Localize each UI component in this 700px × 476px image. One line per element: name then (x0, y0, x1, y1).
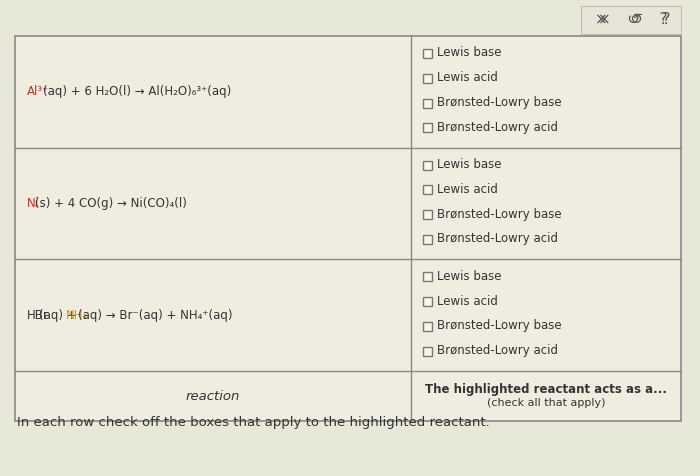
Text: The highlighted reactant acts as a...: The highlighted reactant acts as a... (425, 384, 667, 397)
Text: Lewis base: Lewis base (437, 270, 501, 283)
Text: (check all that apply): (check all that apply) (486, 398, 606, 408)
FancyBboxPatch shape (423, 297, 432, 306)
FancyBboxPatch shape (423, 322, 432, 331)
FancyBboxPatch shape (423, 74, 432, 83)
Text: Brønsted-Lowry acid: Brønsted-Lowry acid (437, 232, 558, 246)
Text: Lewis acid: Lewis acid (437, 295, 498, 307)
FancyBboxPatch shape (582, 6, 681, 34)
FancyBboxPatch shape (423, 49, 432, 58)
FancyBboxPatch shape (423, 210, 432, 219)
Text: ×    ↺    ?: × ↺ ? (595, 12, 667, 28)
Text: Lewis base: Lewis base (437, 158, 501, 171)
FancyBboxPatch shape (423, 347, 432, 356)
Text: In each row check off the boxes that apply to the highlighted reactant.: In each row check off the boxes that app… (17, 416, 489, 429)
Text: Brønsted-Lowry base: Brønsted-Lowry base (437, 319, 561, 332)
Text: NH₃: NH₃ (66, 308, 88, 322)
FancyBboxPatch shape (423, 185, 432, 194)
Text: HBr: HBr (27, 308, 49, 322)
Text: (aq) + 6 H₂O(l) → Al(H₂O)₆³⁺(aq): (aq) + 6 H₂O(l) → Al(H₂O)₆³⁺(aq) (43, 85, 231, 99)
Text: (aq) → Br⁻(aq) + NH₄⁺(aq): (aq) → Br⁻(aq) + NH₄⁺(aq) (78, 308, 232, 322)
Text: Brønsted-Lowry base: Brønsted-Lowry base (437, 96, 561, 109)
FancyBboxPatch shape (423, 235, 432, 244)
Text: (aq) +: (aq) + (38, 308, 80, 322)
FancyBboxPatch shape (423, 99, 432, 108)
Text: Lewis acid: Lewis acid (437, 71, 498, 84)
Text: Al³⁺: Al³⁺ (27, 85, 49, 99)
Text: Brønsted-Lowry base: Brønsted-Lowry base (437, 208, 561, 221)
FancyBboxPatch shape (423, 160, 432, 169)
FancyBboxPatch shape (423, 123, 432, 132)
FancyBboxPatch shape (423, 272, 432, 281)
Text: Brønsted-Lowry acid: Brønsted-Lowry acid (437, 344, 558, 357)
Text: Lewis base: Lewis base (437, 46, 501, 60)
Text: Brønsted-Lowry acid: Brønsted-Lowry acid (437, 121, 558, 134)
Text: ×    ↺    ?: × ↺ ? (598, 12, 671, 28)
Text: Lewis acid: Lewis acid (437, 183, 498, 196)
Text: reaction: reaction (186, 389, 240, 403)
Text: (s) + 4 CO(g) → Ni(CO)₄(l): (s) + 4 CO(g) → Ni(CO)₄(l) (35, 197, 187, 210)
Text: Ni: Ni (27, 197, 39, 210)
FancyBboxPatch shape (15, 36, 681, 421)
